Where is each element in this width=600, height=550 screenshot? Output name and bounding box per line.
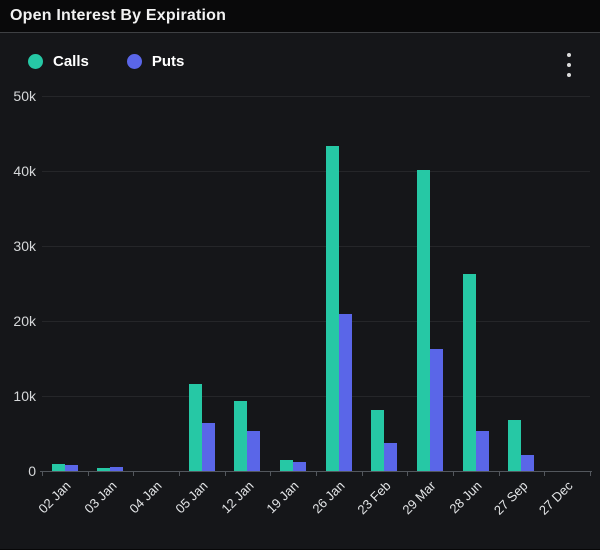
bar-calls[interactable] [234,401,248,471]
bar-group-05-jan [179,96,225,471]
panel-header: Open Interest By Expiration [0,0,600,33]
bar-calls[interactable] [371,409,385,471]
chart-legend: Calls Puts [28,53,184,70]
more-options-button[interactable] [562,53,576,77]
bar-group-23-feb [362,96,408,471]
x-tick-label: 12 Jan [217,478,257,517]
x-tick-label: 23 Feb [353,478,394,518]
legend-label-puts: Puts [151,53,185,70]
x-axis-tick [133,472,135,476]
calls-series-dot-icon [28,54,43,69]
kebab-menu-icon [567,53,571,57]
x-axis-tick [224,472,226,476]
bar-calls[interactable] [97,468,111,471]
legend-item-puts[interactable]: Puts [126,53,185,70]
bar-calls[interactable] [325,146,339,471]
x-tick-label: 27 Dec [536,478,576,518]
y-tick-label: 40k [13,163,36,179]
bar-group-28-jun [453,96,499,471]
y-tick-label: 50k [13,88,36,104]
bar-calls[interactable] [462,273,476,471]
legend-label-calls: Calls [53,53,89,70]
bar-puts[interactable] [338,313,352,471]
y-tick-label: 20k [13,313,36,329]
x-axis-tick [590,472,591,476]
plot-area [42,96,590,471]
kebab-menu-icon [567,73,571,77]
gridline [42,321,590,322]
puts-series-dot-icon [126,54,142,69]
bar-chart: 0 10k 20k 30k 40k 50k 02 Jan 03 Jan 04 Jan 05 Jan… [0,88,600,536]
bar-puts[interactable] [247,430,261,471]
y-tick-label: 0 [28,463,36,479]
bar-calls[interactable] [51,463,65,471]
y-tick-label: 30k [13,238,36,254]
x-axis-tick [270,472,272,476]
x-tick-label: 05 Jan [172,478,211,517]
bar-puts[interactable] [201,423,215,471]
gridline [42,96,590,97]
bar-group-27-dec [544,96,590,471]
x-tick-label: 03 Jan [80,478,120,517]
gridline [42,396,590,397]
x-axis-tick [407,472,409,476]
kebab-menu-icon [567,63,571,67]
x-axis-tick [498,472,500,476]
bar-group-27-sep [499,96,545,471]
x-axis-tick [361,472,363,476]
bar-group-26-jan [316,96,362,471]
x-tick-label: 02 Jan [35,478,74,517]
bar-group-03-jan [88,96,134,471]
x-tick-label: 28 Jun [446,478,485,517]
bar-puts[interactable] [384,442,398,471]
bar-calls[interactable] [188,384,202,471]
x-axis-tick [179,472,180,476]
x-axis-tick [544,472,546,476]
bar-calls[interactable] [280,459,294,471]
x-tick-label: 26 Jan [309,478,348,517]
bar-puts[interactable] [64,465,78,471]
y-tick-label: 10k [13,388,36,404]
bar-group-02-jan [42,96,88,471]
bar-calls[interactable] [417,169,431,471]
x-tick-label: 04 Jan [126,478,165,517]
x-axis-tick [316,472,317,476]
bar-puts[interactable] [475,430,489,471]
x-tick-label: 19 Jan [263,478,302,517]
bar-group-04-jan [133,96,179,471]
bar-puts[interactable] [293,462,307,471]
page-title: Open Interest By Expiration [10,7,227,24]
x-axis-tick [42,472,43,476]
bar-group-19-jan [270,96,316,471]
bar-puts[interactable] [430,348,444,471]
x-axis-line [40,471,592,472]
x-axis-tick [87,472,89,476]
x-axis-tick [453,472,454,476]
bar-group-12-jan [225,96,271,471]
bar-puts[interactable] [110,467,124,471]
gridline [42,246,590,247]
bar-calls[interactable] [508,420,522,471]
bar-group-29-mar [407,96,453,471]
gridline [42,171,590,172]
legend-item-calls[interactable]: Calls [28,53,89,70]
bar-puts[interactable] [521,455,535,471]
x-tick-label: 27 Sep [490,478,531,518]
chart-panel: Calls Puts 0 10k 20k 30k 40k 50k 02 Jan 03 Jan 0… [0,33,600,549]
x-tick-label: 29 Mar [399,478,439,518]
